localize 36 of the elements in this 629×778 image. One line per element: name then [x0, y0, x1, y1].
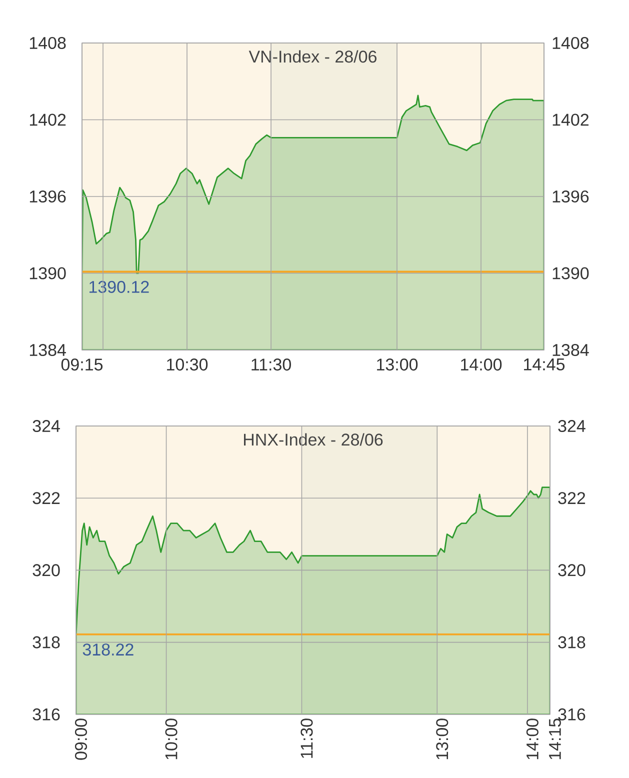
chart-title: HNX-Index - 28/06: [244, 433, 383, 446]
y2-tick-label: 324: [558, 420, 586, 432]
y2-tick-label: 322: [558, 492, 586, 504]
ref-line-label: 318.22: [82, 644, 134, 656]
x-tick-label: 11:30: [300, 718, 313, 758]
x-tick-label: 09:00: [74, 718, 88, 760]
x-tick-label: 09:15: [61, 358, 103, 371]
y2-tick-label: 1402: [552, 114, 588, 126]
y-tick-label: 322: [32, 492, 60, 504]
y2-tick-label: 1390: [552, 267, 589, 280]
x-tick-label: 14:45: [524, 358, 565, 370]
y2-tick-label: 1384: [552, 344, 589, 356]
x-tick-label: 10:00: [165, 718, 178, 760]
y-tick-label: 320: [32, 564, 60, 576]
y-tick-label: 1384: [30, 344, 66, 356]
ref-line-label: 1390.12: [90, 280, 149, 293]
y-tick-label: 1396: [30, 190, 66, 203]
x-tick-label: 10:30: [167, 358, 208, 371]
y-tick-label: 318: [32, 636, 60, 648]
y2-tick-label: 320: [558, 564, 586, 576]
x-tick-label: 11:30: [252, 358, 291, 371]
y2-tick-label: 318: [558, 636, 586, 648]
y-tick-label: 324: [32, 420, 60, 432]
x-tick-label: 13:00: [377, 358, 418, 371]
x-tick-label: 14:15: [549, 718, 561, 760]
y-tick-label: 1402: [30, 114, 66, 126]
y2-tick-label: 1408: [552, 36, 589, 50]
chart-title: VN-Index - 28/06: [248, 50, 376, 63]
x-tick-label: 13:00: [436, 718, 448, 760]
y-tick-label: 316: [32, 708, 60, 720]
y2-tick-label: 316: [558, 708, 586, 720]
x-tick-label: 14:00: [461, 358, 502, 371]
y-tick-label: 1408: [30, 36, 66, 50]
x-tick-label: 14:00: [526, 718, 538, 760]
y2-tick-label: 1396: [552, 190, 589, 203]
y-tick-label: 1390: [30, 267, 66, 280]
